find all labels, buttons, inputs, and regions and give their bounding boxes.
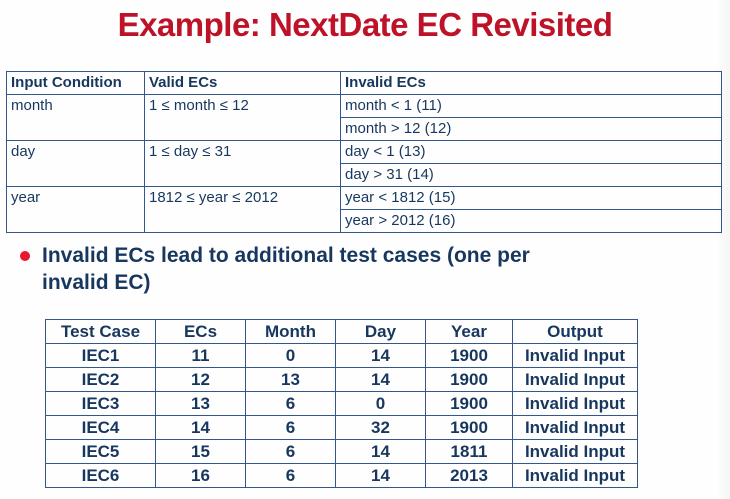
- tc-cell-2: 6: [245, 463, 336, 488]
- bullet-item: Invalid ECs lead to additional test case…: [20, 242, 620, 296]
- tc-table-header-1: ECs: [155, 319, 246, 344]
- tc-cell-3: 32: [335, 415, 426, 440]
- tc-table-row-IEC1: IEC1 11 0 14 1900 Invalid Input: [45, 343, 638, 368]
- tc-table-row-IEC6: IEC6 16 6 14 2013 Invalid Input: [45, 463, 638, 488]
- ec-table-row-day-2: day > 31 (14): [7, 163, 722, 187]
- bullet-dot-icon: [20, 251, 30, 261]
- ec-invalid-cell: month > 12 (12): [340, 117, 722, 141]
- tc-cell-2: 13: [245, 367, 336, 392]
- tc-cell-3: 0: [335, 391, 426, 416]
- tc-table-header-5: Output: [512, 319, 638, 344]
- tc-cell-5: Invalid Input: [512, 463, 638, 488]
- tc-cell-4: 1900: [425, 415, 513, 440]
- tc-cell-5: Invalid Input: [512, 415, 638, 440]
- tc-cell-2: 0: [245, 343, 336, 368]
- tc-cell-2: 6: [245, 415, 336, 440]
- tc-cell-0: IEC6: [45, 463, 156, 488]
- ec-table-body: month 1 ≤ month ≤ 12 month < 1 (11) month >…: [6, 94, 722, 233]
- ec-condition-cell: day: [6, 140, 145, 187]
- tc-cell-2: 6: [245, 439, 336, 464]
- tc-cell-4: 2013: [425, 463, 513, 488]
- tc-cell-0: IEC2: [45, 367, 156, 392]
- ec-table-row-month-2: month > 12 (12): [7, 117, 722, 141]
- ec-table-row-year: year 1812 ≤ year ≤ 2012 year < 1812 (15): [6, 186, 722, 233]
- tc-cell-1: 16: [155, 463, 246, 488]
- tc-cell-5: Invalid Input: [512, 439, 638, 464]
- ec-valid-cell: 1812 ≤ year ≤ 2012: [144, 186, 341, 233]
- tc-cell-1: 15: [155, 439, 246, 464]
- tc-table-header-2: Month: [245, 319, 336, 344]
- tc-cell-0: IEC5: [45, 439, 156, 464]
- tc-cell-3: 14: [335, 367, 426, 392]
- tc-table-header-4: Year: [425, 319, 513, 344]
- tc-table-row-IEC3: IEC3 13 6 0 1900 Invalid Input: [45, 391, 638, 416]
- tc-table-row-IEC2: IEC2 12 13 14 1900 Invalid Input: [45, 367, 638, 392]
- tc-cell-1: 14: [155, 415, 246, 440]
- ec-valid-cell: 1 ≤ month ≤ 12: [144, 94, 341, 141]
- ec-table-header-0: Input Condition: [6, 71, 145, 95]
- tc-cell-3: 14: [335, 463, 426, 488]
- tc-cell-2: 6: [245, 391, 336, 416]
- tc-cell-4: 1900: [425, 343, 513, 368]
- ec-table-row-month: month 1 ≤ month ≤ 12 month < 1 (11): [6, 94, 722, 141]
- tc-cell-4: 1811: [425, 439, 513, 464]
- tc-cell-5: Invalid Input: [512, 367, 638, 392]
- tc-cell-1: 12: [155, 367, 246, 392]
- ec-table-row-year-2: year > 2012 (16): [7, 209, 722, 233]
- tc-cell-0: IEC3: [45, 391, 156, 416]
- ec-valid-cell: 1 ≤ day ≤ 31: [144, 140, 341, 187]
- ec-table-header-row: Input Condition Valid ECs Invalid ECs: [6, 71, 722, 95]
- slide-title: Example: NextDate EC Revisited: [117, 6, 613, 43]
- tc-table-header-3: Day: [335, 319, 426, 344]
- ec-invalid-cell: month < 1 (11): [340, 94, 722, 118]
- tc-cell-0: IEC1: [45, 343, 156, 368]
- ec-invalid-cell: year > 2012 (16): [340, 209, 722, 233]
- ec-condition-cell: month: [6, 94, 145, 141]
- ec-table-header-1: Valid ECs: [144, 71, 341, 95]
- test-case-table-body: IEC1 11 0 14 1900 Invalid Input IEC2 12 13 14 1900…: [45, 343, 638, 488]
- tc-table-row-IEC4: IEC4 14 6 32 1900 Invalid Input: [45, 415, 638, 440]
- tc-cell-4: 1900: [425, 367, 513, 392]
- ec-table-row-day: day 1 ≤ day ≤ 31 day < 1 (13): [6, 140, 722, 187]
- tc-cell-5: Invalid Input: [512, 391, 638, 416]
- tc-cell-4: 1900: [425, 391, 513, 416]
- ec-invalid-cell: day < 1 (13): [340, 140, 722, 164]
- ec-table-header-2: Invalid ECs: [340, 71, 722, 95]
- tc-cell-3: 14: [335, 343, 426, 368]
- tc-table-row-IEC5: IEC5 15 6 14 1811 Invalid Input: [45, 439, 638, 464]
- ec-invalid-cell: year < 1812 (15): [340, 186, 722, 210]
- test-case-table: Test Case ECs Month Day Year Output IEC1 11 0 14…: [45, 319, 638, 488]
- tc-cell-5: Invalid Input: [512, 343, 638, 368]
- bullet-text: Invalid ECs lead to additional test case…: [42, 244, 530, 294]
- tc-cell-1: 13: [155, 391, 246, 416]
- tc-cell-3: 14: [335, 439, 426, 464]
- tc-table-header-0: Test Case: [45, 319, 156, 344]
- tc-cell-0: IEC4: [45, 415, 156, 440]
- tc-cell-1: 11: [155, 343, 246, 368]
- ec-condition-cell: year: [6, 186, 145, 233]
- equivalence-class-table: Input Condition Valid ECs Invalid ECs mont…: [6, 71, 722, 233]
- test-case-table-header-row: Test Case ECs Month Day Year Output: [45, 319, 638, 344]
- ec-invalid-cell: day > 31 (14): [340, 163, 722, 187]
